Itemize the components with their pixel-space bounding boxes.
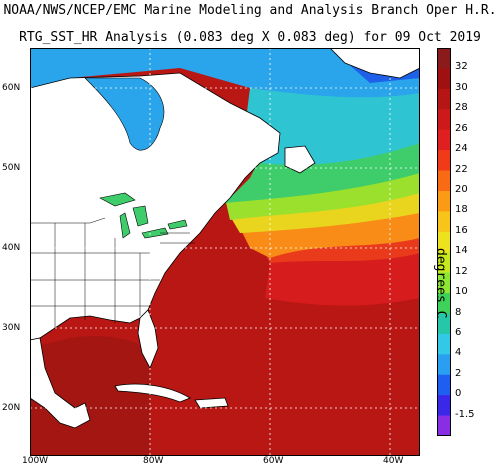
sst-band-4 [30,48,420,98]
colorbar-swatch [437,190,451,212]
lat-label-50n: 50N [2,163,21,173]
colorbar-swatch [437,252,451,274]
colorbar-swatch [437,231,451,253]
gulf-region [30,336,150,456]
north-america-land [30,72,281,341]
lat-label-30n: 30N [2,323,21,333]
colorbar-tick-label: 28 [455,102,468,114]
colorbar-tick-label: 24 [455,143,468,155]
graticule [30,48,420,456]
colorbar-tick-label: 4 [455,347,462,359]
newfoundland-land [284,145,316,174]
colorbar-unit-label: degrees C [433,248,448,319]
colorbar-tick-label: 32 [455,61,468,73]
colorbar-tick-label: 2 [455,367,462,379]
sst-band-26 [265,248,420,306]
colorbar-swatch [437,415,451,436]
map-frame [30,48,420,456]
map-title-line-2: RTG_SST_HR Analysis (0.083 deg X 0.083 d… [19,30,481,45]
hudson-bay [84,77,165,151]
colorbar-tick-label: 22 [455,163,468,175]
lat-label-40n: 40N [2,243,21,253]
colorbar-tick-label: 10 [455,286,468,298]
colorbar-tick-label: -1.5 [455,408,475,420]
colorbar-swatch [437,129,451,151]
colorbar-swatch [437,333,451,355]
colorbar-swatch [437,170,451,192]
great-lakes [99,192,188,239]
colorbar-swatch [437,48,451,69]
colorbar-tick-label: 20 [455,183,468,195]
lat-label-20n: 20N [2,403,21,413]
hispaniola-land [194,397,229,409]
cuba-land [114,383,191,403]
colorbar-swatch [437,272,451,294]
sst-map [30,48,420,456]
mexico-land [30,337,91,429]
lon-label-100w: 100W [22,456,49,466]
colorbar-swatch [437,354,451,376]
colorbar-swatch [437,293,451,314]
colorbar-tick-label: 0 [455,388,462,400]
colorbar-tick-label: 26 [455,122,468,134]
lat-label-60n: 60N [2,83,21,93]
lon-label-60w: 60W [263,456,284,466]
sst-band-18 [240,208,420,258]
colorbar-swatch [437,313,451,335]
colorbar-tick-label: 8 [455,306,462,318]
colorbar-swatch [437,374,451,396]
colorbar-swatch [437,88,451,110]
political-borders [30,217,195,328]
temperature-colorbar [437,48,451,436]
colorbar-frame [437,48,451,436]
colorbar-swatch [437,211,451,233]
map-title-line-1: NOAA/NWS/NCEP/EMC Marine Modeling and An… [3,3,497,18]
colorbar-tick-label: 16 [455,224,468,236]
colorbar-swatch [437,109,451,131]
colorbar-tick-label: 12 [455,265,468,277]
colorbar-swatch [437,150,451,172]
lon-label-80w: 80W [143,456,164,466]
colorbar-swatch [437,395,451,417]
sst-band-7 [245,88,420,165]
colorbar-tick-label: 30 [455,81,468,93]
lon-label-40w: 40W [383,456,404,466]
colorbar-tick-label: 18 [455,204,468,216]
florida-land [137,309,159,369]
greenland-land [329,48,420,79]
colorbar-tick-label: 6 [455,326,462,338]
colorbar-tick-label: 14 [455,245,468,257]
colorbar-swatch [437,68,451,90]
